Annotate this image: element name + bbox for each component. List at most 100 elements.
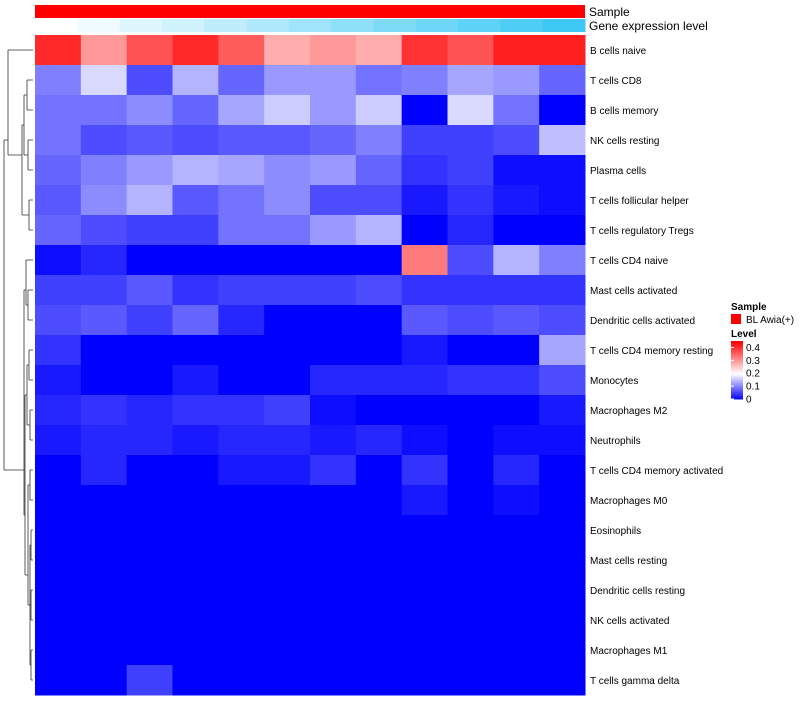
heatmap-cell — [218, 35, 265, 66]
heatmap-cell — [172, 455, 219, 486]
heatmap-cell — [126, 515, 173, 546]
heatmap-cell — [493, 425, 540, 456]
heatmap-cell — [126, 185, 173, 216]
heatmap-cell — [172, 545, 219, 576]
legend-level-tick-label: 0.2 — [746, 369, 760, 380]
row-label: Macrophages M0 — [590, 496, 668, 507]
row-label: Dendritic cells activated — [590, 316, 695, 327]
heatmap-cell — [35, 215, 82, 246]
heatmap-cell — [126, 125, 173, 156]
heatmap-cell — [447, 305, 494, 336]
heatmap-cell — [493, 95, 540, 126]
heatmap-cell — [172, 305, 219, 336]
row-label: T cells CD4 memory resting — [590, 346, 713, 357]
legend-level-gradient-step — [731, 362, 743, 365]
heatmap-cell — [355, 455, 403, 486]
heatmap-cell — [264, 335, 311, 366]
heatmap-cell — [310, 245, 357, 276]
heatmap-cell — [447, 65, 494, 96]
heatmap-cell — [264, 575, 311, 606]
row-label: T cells CD4 memory activated — [590, 466, 723, 477]
heatmap-cell — [35, 665, 82, 696]
heatmap-cell — [355, 245, 403, 276]
heatmap-cell — [218, 395, 265, 426]
heatmap-cell — [355, 335, 403, 366]
heatmap-cell — [310, 665, 357, 696]
heatmap-cell — [355, 215, 403, 246]
heatmap-cell — [401, 575, 448, 606]
heatmap-cell — [80, 485, 128, 516]
heatmap-cell — [126, 575, 173, 606]
heatmap-cell — [264, 95, 311, 126]
heatmap-cell — [172, 65, 219, 96]
heatmap-cell — [218, 545, 265, 576]
heatmap-cell — [493, 485, 540, 516]
heatmap-cell — [172, 515, 219, 546]
row-label: Plasma cells — [590, 166, 646, 177]
heatmap-cell — [447, 185, 494, 216]
legend-level-gradient-step — [731, 380, 743, 383]
heatmap-cell — [539, 305, 586, 336]
row-label: NK cells activated — [590, 616, 669, 627]
heatmap-cell — [218, 635, 265, 666]
heatmap-cell — [264, 665, 311, 696]
row-label: Macrophages M1 — [590, 646, 668, 657]
heatmap-cell — [310, 395, 357, 426]
heatmap-cell — [35, 575, 82, 606]
heatmap-cell — [218, 275, 265, 306]
expression-level-cell — [415, 19, 459, 32]
heatmap-cell — [264, 155, 311, 186]
legend-level-gradient-step — [731, 370, 743, 372]
heatmap-cell — [310, 425, 357, 456]
heatmap-cell — [80, 635, 128, 666]
heatmap-cell — [493, 665, 540, 696]
heatmap-cell — [35, 635, 82, 666]
heatmap-cell — [172, 605, 219, 636]
heatmap-cell — [447, 335, 494, 366]
expression-level-cell — [119, 19, 163, 32]
row-label: Monocytes — [590, 376, 638, 387]
heatmap-cell — [447, 635, 494, 666]
heatmap-cell — [80, 305, 128, 336]
heatmap-cell — [80, 425, 128, 456]
heatmap-cell — [172, 245, 219, 276]
heatmap-cell — [218, 65, 265, 96]
heatmap-cell — [539, 485, 586, 516]
heatmap-cell — [80, 125, 128, 156]
heatmap-cell — [493, 605, 540, 636]
heatmap-cell — [218, 305, 265, 336]
heatmap-cell — [172, 335, 219, 366]
legend-level-gradient-step — [731, 356, 743, 359]
heatmap-cell — [80, 215, 128, 246]
row-label: Neutrophils — [590, 436, 641, 447]
heatmap-cell — [310, 575, 357, 606]
heatmap-cell — [126, 35, 173, 66]
heatmap-cell — [172, 365, 219, 396]
heatmap-cell — [401, 545, 448, 576]
heatmap-cell — [355, 185, 403, 216]
expression-level-cell — [161, 19, 205, 32]
heatmap-cell — [355, 605, 403, 636]
heatmap-cell — [401, 425, 448, 456]
heatmap-cell — [310, 215, 357, 246]
heatmap-cell — [539, 215, 586, 246]
heatmap-cell — [447, 605, 494, 636]
heatmap-cell — [264, 245, 311, 276]
heatmap-cell — [310, 305, 357, 336]
heatmap-cell — [264, 365, 311, 396]
heatmap-cell — [493, 185, 540, 216]
heatmap-cell — [310, 275, 357, 306]
heatmap-cell — [401, 455, 448, 486]
heatmap-cell — [218, 245, 265, 276]
heatmap-cell — [493, 455, 540, 486]
heatmap-cell — [493, 335, 540, 366]
legend-level-gradient-step — [731, 377, 743, 380]
heatmap-cell — [310, 605, 357, 636]
legend-level-gradient-step — [731, 358, 743, 361]
heatmap-cell — [355, 395, 403, 426]
legend-sample-entry: BL Awia(+) — [746, 315, 794, 326]
heatmap-cell — [355, 575, 403, 606]
expression-level-cell — [204, 19, 248, 32]
legend-level-tick-label: 0 — [746, 395, 752, 406]
